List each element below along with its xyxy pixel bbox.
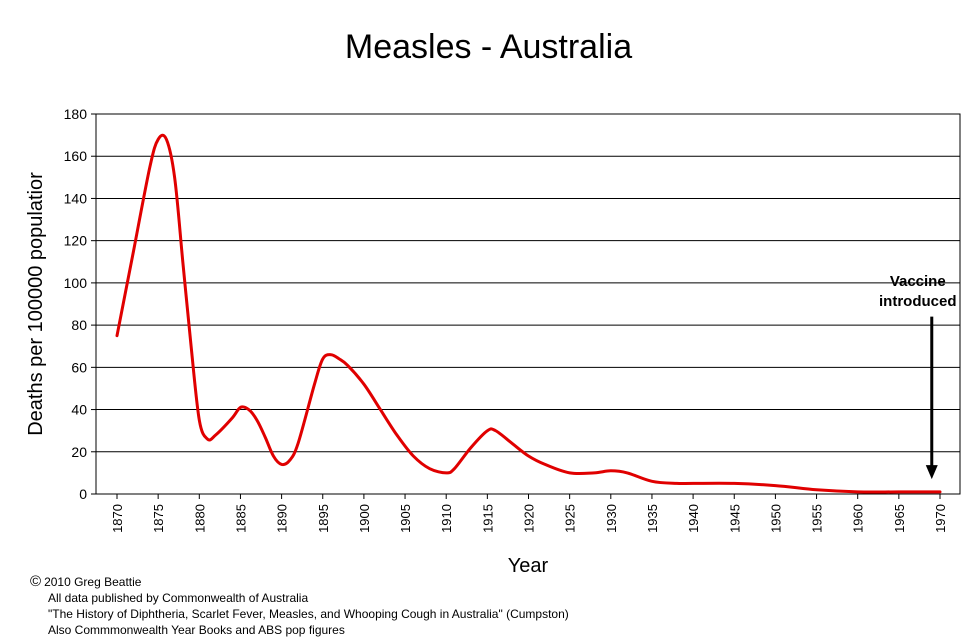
x-tick-label: 1970 xyxy=(933,504,948,533)
annotation-line-2: introduced xyxy=(879,293,957,310)
x-tick-label: 1930 xyxy=(604,504,619,533)
y-axis-label: Deaths per 100000 populatior xyxy=(25,172,47,436)
y-tick-label: 80 xyxy=(71,317,87,333)
x-tick-label: 1960 xyxy=(851,504,866,533)
annotation-line-1: Vaccine xyxy=(890,273,946,290)
x-tick-label: 1870 xyxy=(110,504,125,533)
x-tick-label: 1950 xyxy=(768,504,783,533)
x-axis-label: Year xyxy=(508,555,549,577)
credit-author: 2010 Greg Beattie xyxy=(44,575,142,589)
credit-line-1: © 2010 Greg Beattie xyxy=(30,574,569,590)
y-tick-label: 160 xyxy=(64,148,88,164)
x-tick-label: 1955 xyxy=(810,504,825,533)
x-axis: 1870 1875 1880 1885 1890 1895 1900 1905 1910 1915… xyxy=(110,494,948,533)
x-tick-label: 1905 xyxy=(398,504,413,533)
x-tick-label: 1965 xyxy=(892,504,907,533)
x-tick-label: 1920 xyxy=(522,504,537,533)
credit-line-3: "The History of Diphtheria, Scarlet Feve… xyxy=(48,607,569,621)
x-tick-label: 1890 xyxy=(275,504,290,533)
chart-title: Measles - Australia xyxy=(344,28,633,66)
x-tick-label: 1915 xyxy=(480,504,495,533)
x-tick-label: 1875 xyxy=(151,504,166,533)
y-tick-label: 140 xyxy=(64,190,88,206)
x-tick-label: 1885 xyxy=(233,504,248,533)
y-tick-label: 120 xyxy=(64,233,88,249)
x-tick-label: 1900 xyxy=(357,504,372,533)
y-tick-label: 100 xyxy=(64,275,88,291)
y-tick-label: 180 xyxy=(64,106,88,122)
y-axis: 0 20 40 60 80 100 120 140 160 180 xyxy=(64,106,96,502)
credit-line-2: All data published by Commonwealth of Au… xyxy=(48,591,309,605)
y-tick-label: 60 xyxy=(71,359,87,375)
plot-area xyxy=(95,113,961,495)
vaccine-annotation: Vaccine introduced xyxy=(879,273,957,480)
y-tick-label: 0 xyxy=(79,486,87,502)
x-tick-label: 1880 xyxy=(192,504,207,533)
series-line-measles xyxy=(115,133,942,494)
credit-line-4: Also Commmonwealth Year Books and ABS po… xyxy=(48,623,345,637)
x-tick-label: 1935 xyxy=(645,504,660,533)
x-tick-label: 1940 xyxy=(686,504,701,533)
gridlines xyxy=(96,113,960,495)
x-tick-label: 1925 xyxy=(563,504,578,533)
y-tick-label: 40 xyxy=(71,402,87,418)
copyright-icon: © xyxy=(30,573,42,590)
x-tick-label: 1945 xyxy=(727,504,742,533)
credits: © 2010 Greg Beattie All data published by… xyxy=(30,574,569,638)
x-tick-label: 1910 xyxy=(439,504,454,533)
x-tick-label: 1895 xyxy=(316,504,331,533)
arrow-head-icon xyxy=(925,465,938,480)
y-tick-label: 20 xyxy=(71,444,87,460)
